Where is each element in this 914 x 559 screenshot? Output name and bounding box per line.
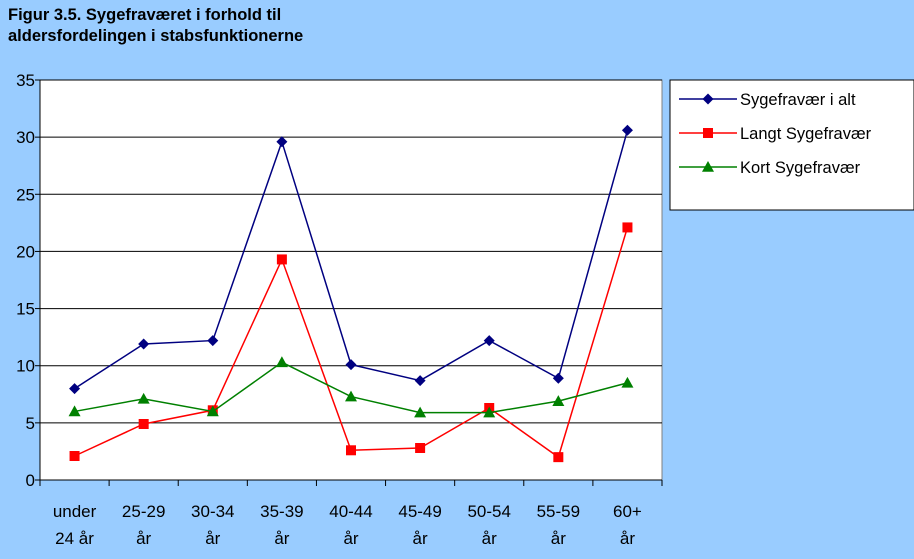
x-tick-label: 55-59 <box>537 502 580 521</box>
data-point <box>276 254 287 265</box>
data-point <box>621 124 633 136</box>
data-point <box>483 406 496 418</box>
y-tick-label: 35 <box>16 71 35 90</box>
x-tick-label: år <box>620 529 635 548</box>
legend: Sygefravær i alt Langt Sygefravær Kort Syg… <box>669 79 914 211</box>
data-point <box>68 405 81 417</box>
x-tick-label: 50-54 <box>467 502 510 521</box>
y-tick-label: 0 <box>26 471 35 490</box>
data-point <box>275 356 288 368</box>
legend-label: Langt Sygefravær <box>740 125 872 143</box>
x-tick-label: år <box>274 529 289 548</box>
y-tick-label: 10 <box>16 357 35 376</box>
y-tick-label: 30 <box>16 128 35 147</box>
data-point <box>553 452 564 463</box>
data-point <box>415 443 426 453</box>
data-point <box>414 375 426 387</box>
legend-label: Kort Sygefravær <box>740 159 861 177</box>
data-point <box>206 405 219 417</box>
data-point <box>552 395 565 406</box>
x-axis: under 24 år 25-29 år 30-34 år 35-39 år 40-44 år 45… <box>39 479 663 548</box>
data-point <box>138 338 150 350</box>
x-tick-label: 40-44 <box>329 502 372 521</box>
y-tick-label: 20 <box>16 242 35 261</box>
data-point <box>622 222 633 233</box>
legend-marker <box>703 128 713 138</box>
series-layer <box>68 124 634 463</box>
y-axis: 0 5 10 15 20 25 30 35 <box>16 71 41 490</box>
x-tick-label: år <box>343 529 358 548</box>
legend-marker <box>702 93 714 105</box>
x-tick-label: år <box>136 529 151 548</box>
chart-title-line-2: aldersfordelingen i stabsfunktionerne <box>8 27 303 45</box>
x-tick-label: år <box>482 529 497 548</box>
data-point <box>552 372 564 384</box>
legend-entry-1: Sygefravær i alt <box>679 91 856 109</box>
data-point <box>346 445 356 456</box>
data-point <box>138 419 149 429</box>
data-point <box>483 335 495 347</box>
x-tick-label: år <box>551 529 566 548</box>
x-tick-label: 35-39 <box>260 502 303 521</box>
x-tick-label: år <box>413 529 428 548</box>
legend-entry-2: Langt Sygefravær <box>679 125 872 143</box>
data-point <box>345 359 357 371</box>
data-point <box>69 451 80 461</box>
data-point <box>69 383 81 395</box>
data-point <box>345 390 357 402</box>
plot-area <box>39 79 663 481</box>
series-3 <box>68 356 634 418</box>
data-point <box>207 335 219 347</box>
y-tick-label: 25 <box>16 185 35 204</box>
data-point <box>137 392 150 404</box>
legend-marker <box>702 161 714 172</box>
y-tick-label: 15 <box>16 300 35 319</box>
series-1 <box>69 124 633 395</box>
data-point <box>621 376 634 388</box>
chart-title: Figur 3.5. Sygefraværet i forhold til ald… <box>8 6 303 45</box>
x-tick-label: år <box>205 529 220 548</box>
x-tick-label: 24 år <box>55 529 94 548</box>
legend-entry-3: Kort Sygefravær <box>679 159 861 177</box>
data-point <box>414 406 427 418</box>
x-tick-label: 60+ <box>613 502 642 521</box>
x-tick-label: under <box>53 502 97 521</box>
x-tick-label: 25-29 <box>122 502 165 521</box>
y-tick-label: 5 <box>26 414 35 433</box>
x-tick-label: 45-49 <box>398 502 441 521</box>
x-tick-label: 30-34 <box>191 502 234 521</box>
chart-title-line-1: Figur 3.5. Sygefraværet i forhold til <box>8 6 281 24</box>
data-point <box>276 136 288 148</box>
legend-label: Sygefravær i alt <box>740 91 856 109</box>
